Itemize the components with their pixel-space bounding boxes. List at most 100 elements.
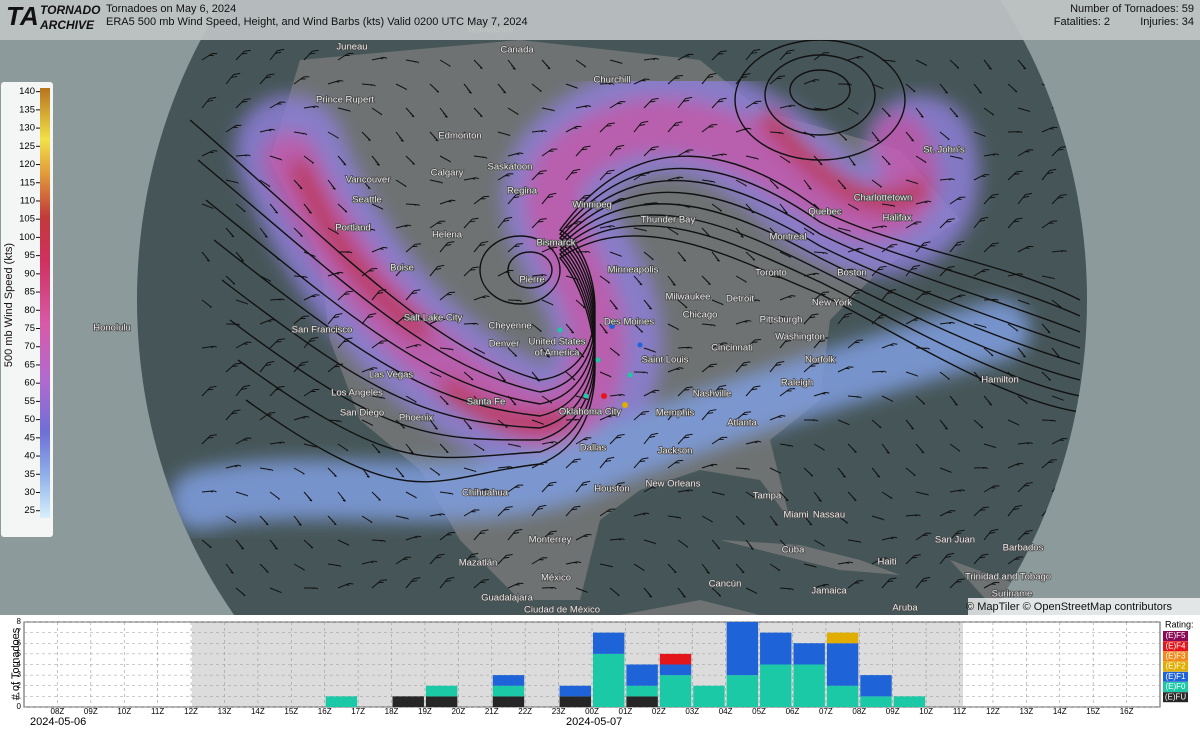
wind-barb	[973, 83, 983, 94]
wind-barb	[473, 488, 490, 493]
city-label: Juneau	[336, 42, 367, 53]
x-tick-label: 14Z	[251, 707, 265, 716]
wind-barb	[507, 347, 518, 357]
wind-barb	[337, 107, 351, 112]
y-tick-label: 8	[17, 617, 22, 626]
legend-swatch	[1163, 631, 1188, 641]
city-label: Halifax	[882, 213, 911, 224]
wind-barb	[735, 227, 744, 238]
city-label: Jamaica	[811, 586, 847, 597]
wind-barb	[677, 587, 686, 598]
wind-barb	[633, 371, 649, 374]
wind-barb	[609, 299, 619, 310]
wind-barb	[497, 323, 510, 329]
wind-barb	[915, 532, 932, 541]
wind-barb	[565, 323, 575, 334]
colorbar-tick-label: 40	[24, 451, 35, 462]
wind-barb	[643, 389, 660, 397]
city-label: Helena	[432, 230, 463, 241]
wind-barb	[507, 299, 523, 302]
wind-barb	[905, 264, 921, 277]
wind-barb	[599, 563, 613, 568]
city-label: Trinidad and Tobago	[965, 572, 1051, 583]
wind-barb	[905, 514, 921, 517]
x-tick-label: 10Z	[919, 707, 933, 716]
wind-barb	[701, 409, 717, 421]
wind-barb	[439, 291, 456, 301]
wind-barb	[779, 203, 788, 214]
wind-barb	[507, 484, 524, 493]
wind-barb	[847, 55, 864, 61]
wind-barb	[575, 251, 591, 254]
wind-barb	[711, 299, 724, 306]
wind-barb	[1017, 347, 1027, 358]
map[interactable]: YellowknifeCanadaJuneauChurchillPrince R…	[0, 0, 1200, 616]
wind-barb	[337, 443, 349, 452]
wind-barb	[871, 179, 883, 188]
city-label: San Diego	[340, 408, 384, 419]
city-label: Memphis	[656, 408, 695, 419]
colorbar-tick-label: 45	[24, 432, 35, 443]
city-label: Barbados	[1003, 543, 1044, 554]
colorbar-tick-label: 30	[24, 487, 35, 498]
bar-segment	[826, 685, 859, 707]
wind-barb	[667, 409, 683, 421]
bar-segment	[693, 685, 725, 707]
city-label: Dallas	[580, 443, 607, 454]
wind-barb	[269, 155, 283, 161]
wind-barb	[507, 243, 524, 253]
wind-barb	[769, 316, 786, 325]
wind-barb	[779, 587, 794, 591]
wind-barb	[361, 83, 376, 87]
wind-barb	[259, 361, 275, 373]
wind-barb	[677, 386, 693, 397]
wind-barb	[769, 563, 781, 572]
wind-barb	[939, 371, 950, 380]
x-tick-label: 12Z	[184, 707, 198, 716]
wind-barb	[235, 437, 252, 445]
stat-count: Number of Tornadoes: 59	[1070, 3, 1194, 15]
colorbar-tick-label: 65	[24, 359, 35, 370]
wind-barb	[463, 467, 477, 473]
wind-barb	[225, 362, 241, 373]
wind-barb	[915, 200, 932, 205]
wind-barb	[531, 83, 542, 92]
wind-barb	[881, 244, 898, 253]
wind-barb	[405, 155, 415, 165]
wind-barb	[847, 539, 862, 544]
wind-barb	[463, 217, 479, 229]
wind-barb	[949, 240, 965, 253]
wind-barb	[633, 512, 650, 517]
x-tick-label: 11Z	[151, 707, 164, 716]
wind-barb	[701, 363, 718, 373]
wind-barb	[497, 466, 513, 469]
city-label: Saint Louis	[641, 355, 688, 366]
attribution[interactable]: © MapTiler © OpenStreetMap contributors	[966, 601, 1172, 613]
colorbar-tick-label: 110	[20, 195, 35, 206]
wind-barb	[507, 193, 523, 205]
wind-barb	[915, 347, 931, 350]
wind-barb	[303, 251, 316, 258]
wind-barb	[643, 146, 659, 157]
wind-barb	[395, 224, 412, 229]
city-label: Prince Rupert	[316, 95, 374, 106]
wind-barb	[1051, 437, 1068, 445]
wind-barb	[813, 251, 828, 255]
city-label: Boise	[390, 263, 414, 274]
y-tick-label: 5	[17, 649, 22, 658]
city-label: Phoenix	[399, 413, 434, 424]
wind-barb	[473, 579, 490, 589]
wind-barb	[813, 491, 822, 502]
wind-barb	[949, 107, 959, 118]
city-label: Pierre	[519, 275, 544, 286]
wind-barb	[429, 467, 441, 476]
legend-label: (E)FU	[1165, 692, 1187, 701]
wind-barb	[643, 98, 659, 109]
city-label: Canada	[500, 45, 534, 56]
x-tick-label: 09Z	[886, 707, 900, 716]
wind-barb	[949, 395, 958, 406]
bar-segment	[626, 696, 658, 707]
bar-segment	[325, 696, 358, 707]
colorbar-tick-label: 120	[19, 159, 35, 170]
attribution-bg	[968, 598, 1200, 615]
